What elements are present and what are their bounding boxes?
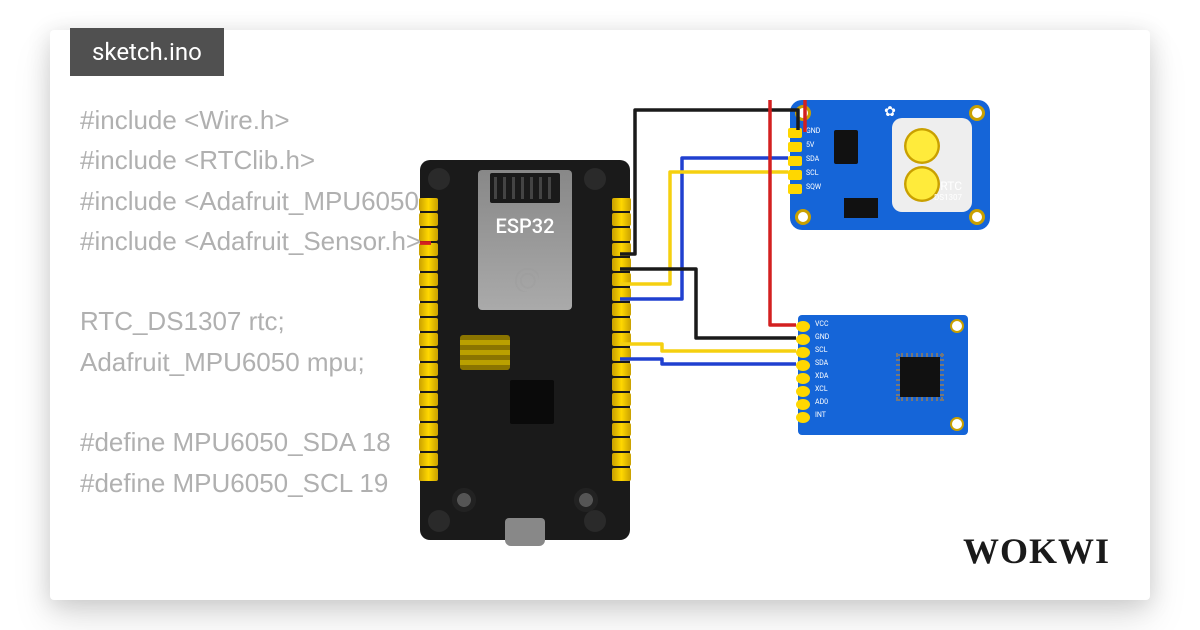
wire-mpu-scl[interactable] xyxy=(620,344,796,351)
esp32-board[interactable]: ESP32 xyxy=(420,160,630,540)
esp32-shield: ESP32 xyxy=(478,170,572,310)
usb-chip-icon xyxy=(510,380,554,424)
mounting-hole-icon xyxy=(969,105,985,121)
wire-rtc-scl[interactable] xyxy=(620,172,788,284)
mpu6050-module[interactable]: VCCGNDSCLSDAXDAXCLAD0INT xyxy=(798,315,968,435)
preview-card: sketch.ino #include <Wire.h> #include <R… xyxy=(50,30,1150,600)
mounting-hole-icon xyxy=(950,417,964,431)
rtc-chip-icon xyxy=(834,130,858,164)
esp32-pins-right xyxy=(612,198,631,481)
rtc-module[interactable]: ✿ GND5VSDASCLSQW RTC DS1307 xyxy=(790,100,990,230)
rtc-pins xyxy=(788,128,802,194)
wokwi-logo: WOKWI xyxy=(963,530,1110,572)
mounting-hole-icon xyxy=(795,209,811,225)
esp32-label: ESP32 xyxy=(478,214,572,238)
rtc-chip2-icon xyxy=(844,198,878,218)
usb-port-icon xyxy=(505,518,545,546)
wire-mpu-gnd[interactable] xyxy=(620,269,796,338)
circuit-diagram[interactable]: ESP32 ✿ GND5VSDASCLSQW RTC xyxy=(420,100,1120,540)
mounting-hole-icon xyxy=(969,209,985,225)
code-preview: #include <Wire.h> #include <RTClib.h> #i… xyxy=(80,100,456,503)
mpu-pins xyxy=(796,321,810,423)
wire-rtc-gnd[interactable] xyxy=(620,110,798,254)
rtc-label: RTC DS1307 xyxy=(934,179,962,202)
adafruit-star-icon: ✿ xyxy=(884,104,896,120)
mounting-hole-icon xyxy=(795,105,811,121)
file-tab[interactable]: sketch.ino xyxy=(70,28,224,76)
file-tab-label: sketch.ino xyxy=(92,38,202,66)
en-button[interactable] xyxy=(452,488,476,512)
mounting-hole-icon xyxy=(950,319,964,333)
espressif-icon xyxy=(511,264,539,292)
wire-mpu-sda[interactable] xyxy=(620,359,796,364)
regulator-icon xyxy=(460,335,510,370)
esp32-pins-left xyxy=(419,198,438,481)
antenna-icon xyxy=(490,173,560,203)
boot-button[interactable] xyxy=(574,488,598,512)
wire-rtc-sda[interactable] xyxy=(620,158,788,299)
rtc-pin-labels: GND5VSDASCLSQW xyxy=(806,127,821,196)
mpu-pin-labels: VCCGNDSCLSDAXDAXCLAD0INT xyxy=(815,320,829,424)
mpu-chip-icon xyxy=(900,357,940,397)
